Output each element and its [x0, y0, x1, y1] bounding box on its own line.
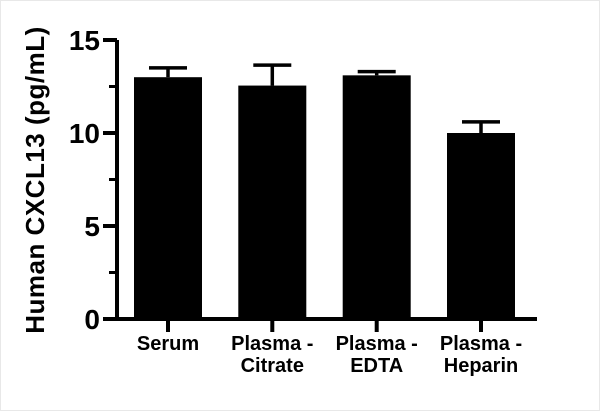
x-category-label-line: Plasma - — [440, 333, 522, 355]
bar-serum — [134, 77, 202, 319]
x-category-label-plasma-citrate: Plasma -Citrate — [231, 333, 313, 377]
x-category-label-line: Plasma - — [336, 333, 418, 355]
x-category-label-line: Citrate — [241, 355, 304, 377]
bar-plasma-citrate — [238, 85, 307, 319]
x-category-label-line: Plasma - — [231, 333, 313, 355]
bar-plasma-edta — [342, 75, 411, 319]
x-category-label-line: Serum — [137, 333, 199, 355]
x-category-label-serum: Serum — [137, 333, 199, 355]
x-category-label-line: Heparin — [444, 355, 518, 377]
bar-plasma-heparin — [447, 133, 515, 319]
x-category-label-line: EDTA — [350, 355, 403, 377]
y-tick-label-10: 10 — [69, 118, 100, 149]
y-axis-title: Human CXCL13 (pg/mL) — [20, 26, 50, 334]
x-category-label-plasma-heparin: Plasma -Heparin — [440, 333, 522, 377]
y-tick-label-0: 0 — [84, 304, 100, 335]
y-tick-label-5: 5 — [84, 211, 100, 242]
y-tick-label-15: 15 — [69, 25, 100, 56]
x-category-label-plasma-edta: Plasma -EDTA — [336, 333, 418, 377]
